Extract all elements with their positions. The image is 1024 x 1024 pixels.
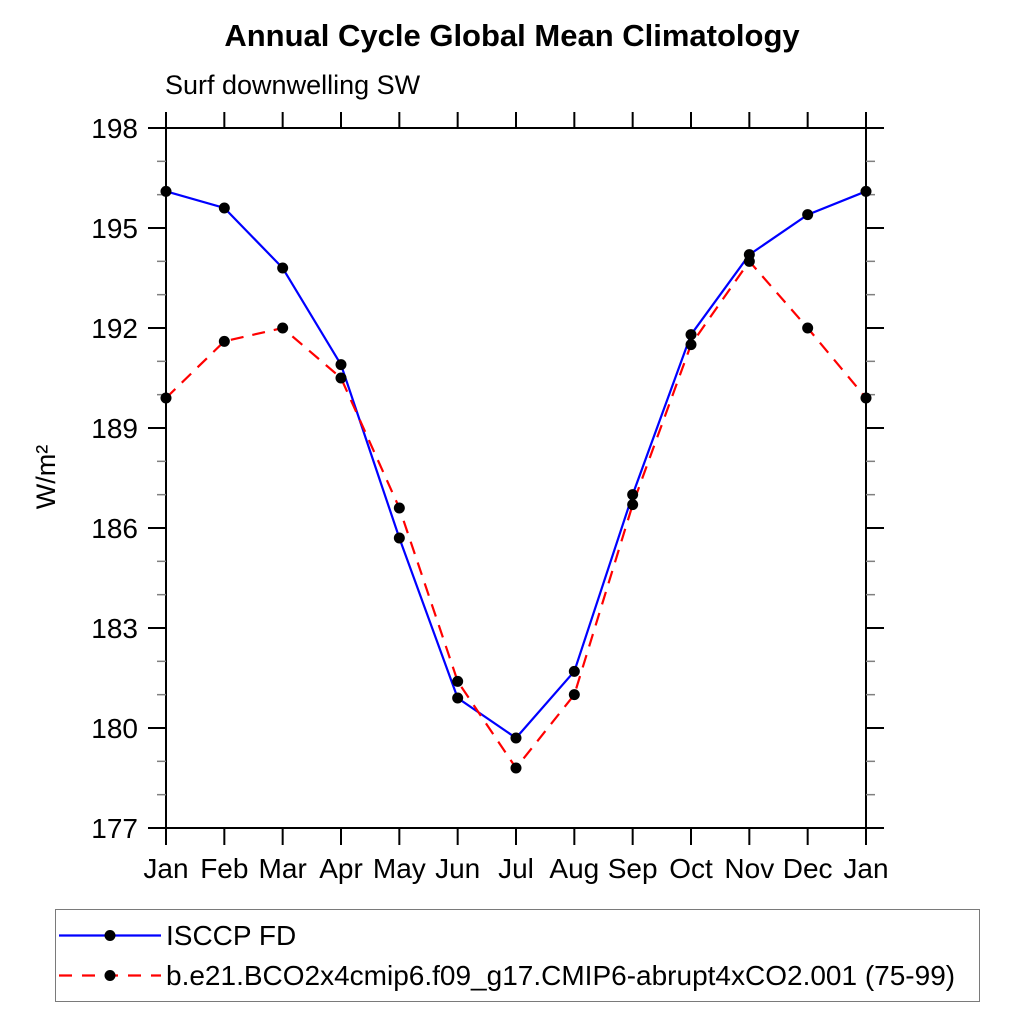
data-point-series-0: [860, 185, 872, 197]
y-tick-label: 195: [91, 213, 138, 244]
data-point-series-1: [510, 762, 522, 774]
y-axis-ticks: [148, 127, 884, 829]
data-point-series-1: [452, 675, 464, 687]
legend-marker-dot: [104, 930, 116, 941]
legend-label-obs: ISCCP FD: [166, 919, 297, 951]
y-tick-label: 177: [91, 813, 138, 844]
data-point-series-1: [277, 322, 289, 334]
legend-item-model: b.e21.BCO2x4cmip6.f09_g17.CMIP6-abrupt4x…: [59, 960, 979, 991]
x-tick-label: Jul: [498, 853, 534, 884]
x-tick-label: Feb: [200, 853, 248, 884]
data-point-series-1: [393, 502, 405, 514]
x-tick-label: Sep: [608, 853, 658, 884]
series-line-1: [165, 259, 867, 770]
data-point-series-0: [335, 359, 347, 371]
legend-label-model: b.e21.BCO2x4cmip6.f09_g17.CMIP6-abrupt4x…: [166, 959, 956, 991]
x-tick-label: Mar: [259, 853, 307, 884]
data-point-series-0: [393, 532, 405, 544]
data-point-series-0: [802, 209, 814, 221]
data-point-series-1: [802, 322, 814, 334]
x-tick-label: May: [373, 853, 426, 884]
legend-swatch-dashed-line: [59, 970, 161, 981]
legend-box: ISCCP FD b.e21.BCO2x4cmip6.f09_g17.CMIP6…: [55, 909, 980, 1002]
data-point-series-1: [218, 335, 230, 347]
data-point-series-1: [568, 689, 580, 701]
x-tick-label: Jan: [143, 853, 188, 884]
chart-subtitle: Surf downwelling SW: [165, 70, 421, 100]
y-tick-label: 186: [91, 513, 138, 544]
data-point-series-1: [160, 392, 172, 404]
series-lines: [165, 190, 867, 770]
legend-swatch-solid-line: [59, 930, 161, 941]
y-axis-label: W/m²: [31, 445, 61, 509]
y-axis-labels: 177 180 183 186 189 192 195 198: [91, 113, 138, 844]
y-tick-label: 192: [91, 313, 138, 344]
data-point-series-1: [685, 339, 697, 351]
plot-frame: [165, 127, 867, 829]
x-axis-labels: Jan Feb Mar Apr May Jun Jul Aug Sep Oct Nov Dec Jan: [143, 853, 888, 884]
x-tick-label: Apr: [319, 853, 363, 884]
data-point-series-1: [743, 255, 755, 267]
x-tick-label: Nov: [724, 853, 774, 884]
data-point-series-0: [685, 329, 697, 341]
x-tick-label: Jan: [843, 853, 888, 884]
legend-marker-dot: [104, 970, 116, 981]
data-point-markers: [160, 185, 872, 774]
y-tick-label: 189: [91, 413, 138, 444]
data-point-series-0: [510, 732, 522, 744]
data-point-series-1: [860, 392, 872, 404]
series-line-0: [165, 190, 867, 740]
x-tick-label: Oct: [669, 853, 713, 884]
y-tick-label: 198: [91, 113, 138, 144]
data-point-series-0: [452, 692, 464, 704]
x-axis-ticks: [165, 112, 867, 845]
data-point-series-0: [218, 202, 230, 214]
data-point-series-0: [277, 262, 289, 274]
data-point-series-0: [568, 665, 580, 677]
x-tick-label: Dec: [783, 853, 833, 884]
legend-item-obs: ISCCP FD: [59, 920, 979, 951]
data-point-series-1: [335, 372, 347, 384]
data-point-series-0: [627, 489, 639, 501]
y-tick-label: 183: [91, 613, 138, 644]
data-point-series-1: [627, 499, 639, 511]
data-point-series-0: [160, 185, 172, 197]
chart-title: Annual Cycle Global Mean Climatology: [224, 18, 800, 53]
x-tick-label: Jun: [435, 853, 480, 884]
x-tick-label: Aug: [549, 853, 599, 884]
y-tick-label: 180: [91, 713, 138, 744]
